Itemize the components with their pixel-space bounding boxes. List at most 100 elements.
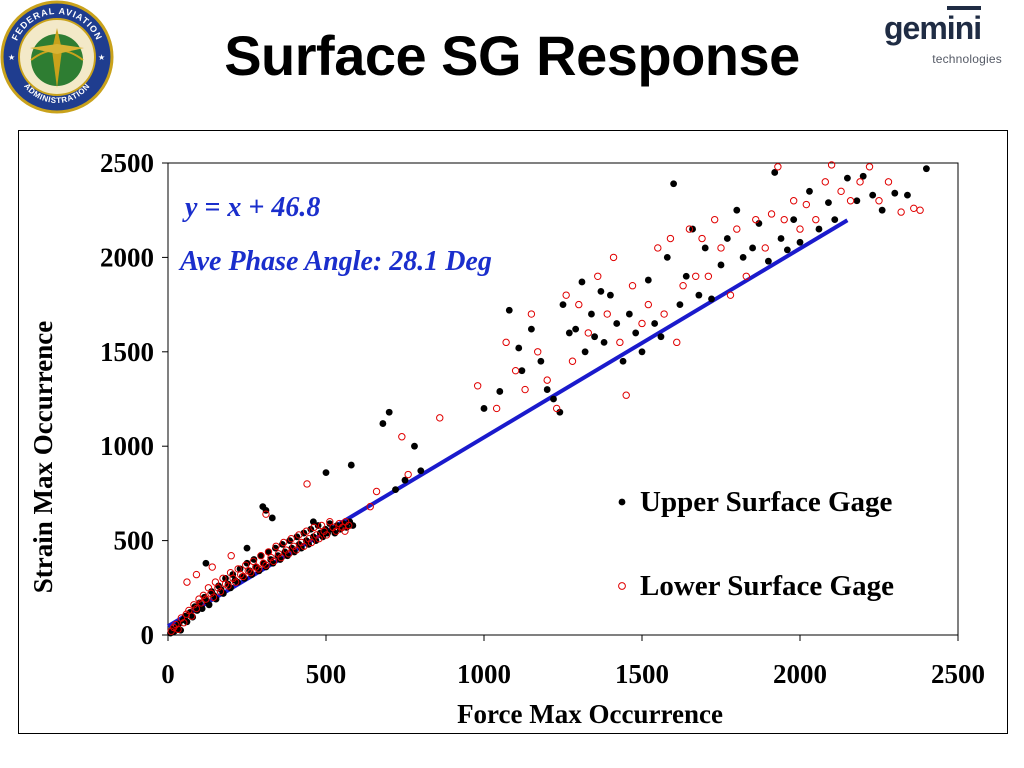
data-point-lower xyxy=(897,208,905,216)
data-point-lower xyxy=(269,557,278,566)
x-tick-label: 2500 xyxy=(931,659,985,689)
data-point-lower xyxy=(254,565,263,573)
x-tick-label: 1500 xyxy=(615,659,669,689)
y-tick-label: 0 xyxy=(141,620,155,650)
data-point-lower xyxy=(404,470,412,479)
data-point-lower xyxy=(534,348,542,356)
data-point-upper xyxy=(319,533,327,541)
data-point-lower xyxy=(562,291,570,299)
data-point-lower xyxy=(752,215,760,224)
data-point-lower xyxy=(436,414,444,422)
data-point-lower xyxy=(322,531,331,539)
data-point-lower xyxy=(214,584,222,592)
data-point-lower xyxy=(372,487,381,496)
data-point-upper xyxy=(790,216,798,224)
data-point-upper xyxy=(543,386,551,393)
data-point-upper xyxy=(537,357,545,365)
seal-star-left: ★ xyxy=(8,53,15,62)
data-point-lower xyxy=(199,591,208,600)
equation-annotation: y = x + 46.8 xyxy=(182,192,320,223)
data-point-lower xyxy=(726,291,735,299)
legend: Upper Surface Gage Lower Surface Gage xyxy=(618,486,894,602)
data-point-lower xyxy=(303,480,311,488)
data-point-lower xyxy=(345,521,353,530)
data-point-lower xyxy=(197,599,205,607)
data-point-lower xyxy=(257,552,265,560)
data-point-upper xyxy=(777,235,785,242)
data-point-upper xyxy=(815,225,823,233)
data-point-lower xyxy=(239,572,247,581)
data-point-lower xyxy=(229,574,237,583)
data-point-lower xyxy=(315,535,323,543)
data-point-lower xyxy=(827,161,836,169)
gemini-word-accent: ini xyxy=(946,6,982,46)
data-point-upper xyxy=(878,206,886,214)
data-point-upper xyxy=(859,172,867,180)
data-point-lower xyxy=(710,215,719,224)
data-point-lower xyxy=(846,197,855,205)
data-point-lower xyxy=(543,376,551,384)
data-point-upper xyxy=(411,442,418,450)
data-point-lower xyxy=(789,197,798,205)
data-point-lower xyxy=(172,620,180,629)
data-point-upper xyxy=(309,518,317,526)
gemini-wordmark: gemini xyxy=(884,6,982,46)
y-tick-label: 2000 xyxy=(100,242,154,272)
data-point-upper xyxy=(257,552,265,560)
data-point-upper xyxy=(796,238,804,246)
data-point-lower xyxy=(780,215,788,224)
data-point-upper xyxy=(550,395,557,403)
data-point-upper xyxy=(322,469,330,477)
data-point-lower xyxy=(216,587,225,596)
data-point-lower xyxy=(341,527,349,535)
data-point-upper xyxy=(268,514,276,522)
data-point-lower xyxy=(231,578,240,586)
data-point-upper xyxy=(417,467,425,475)
data-point-lower xyxy=(247,568,255,577)
data-point-upper xyxy=(670,180,677,188)
data-point-upper xyxy=(347,461,355,469)
data-point-upper xyxy=(844,174,851,182)
data-point-upper xyxy=(556,408,564,416)
data-point-lower xyxy=(305,535,313,543)
data-point-lower xyxy=(796,225,804,233)
data-point-upper xyxy=(717,261,725,269)
data-point-lower xyxy=(575,300,583,309)
data-point-upper xyxy=(853,197,861,205)
data-point-upper xyxy=(265,548,272,556)
data-point-lower xyxy=(207,589,215,598)
data-point-lower xyxy=(884,178,893,186)
data-point-upper xyxy=(326,520,334,528)
data-point-upper xyxy=(825,199,832,207)
data-point-lower xyxy=(180,619,188,627)
data-point-lower xyxy=(584,329,592,337)
y-tick-label: 1000 xyxy=(100,431,154,461)
data-point-lower xyxy=(272,542,280,550)
data-point-upper xyxy=(588,310,595,318)
data-point-lower xyxy=(616,338,624,347)
data-point-upper xyxy=(723,235,731,242)
data-point-upper xyxy=(401,476,409,484)
x-tick-label: 2000 xyxy=(773,659,827,689)
data-point-lower xyxy=(209,593,218,601)
data-point-upper xyxy=(392,486,399,494)
x-tick-label: 1000 xyxy=(457,659,511,689)
data-point-upper xyxy=(644,276,652,284)
data-point-lower xyxy=(192,570,201,579)
data-point-lower xyxy=(282,546,290,554)
series-lower xyxy=(167,161,924,635)
data-point-lower xyxy=(875,197,883,205)
data-point-upper xyxy=(831,216,839,224)
data-point-lower xyxy=(326,518,334,526)
data-point-upper xyxy=(205,601,213,609)
data-point-upper xyxy=(749,244,756,252)
data-point-lower xyxy=(398,433,406,441)
data-point-upper xyxy=(528,325,535,333)
x-tick-label: 0 xyxy=(161,659,175,689)
data-point-upper xyxy=(480,405,488,412)
data-point-upper xyxy=(869,191,877,199)
data-point-upper xyxy=(657,333,665,341)
data-point-lower xyxy=(916,206,924,214)
data-point-lower xyxy=(812,215,820,224)
legend-label-lower: Lower Surface Gage xyxy=(640,570,894,602)
